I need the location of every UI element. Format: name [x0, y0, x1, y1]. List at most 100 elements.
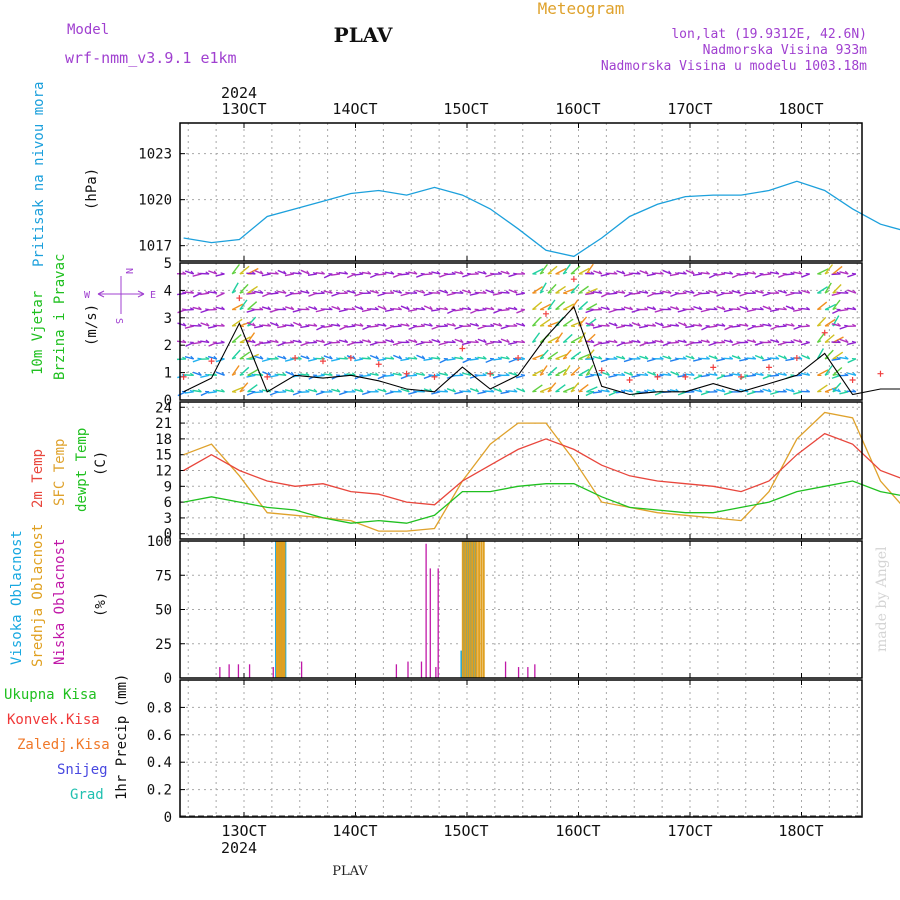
wind-arrow-mark: [315, 339, 325, 344]
wind-arrow-head: [621, 270, 626, 275]
gust-mark: [459, 345, 466, 352]
wind-arrow-head: [267, 323, 272, 327]
wind-arrow-head: [698, 323, 703, 327]
wind-arrow-head: [505, 372, 510, 376]
wind-arrow-mark: [215, 292, 225, 298]
wind-arrow-head: [652, 323, 657, 327]
model-elevation-label: Nadmorska Visina u modelu 1003.18m: [601, 59, 867, 74]
wind-arrow-mark: [300, 325, 310, 329]
wind-arrow-head: [578, 340, 583, 343]
product-title: Meteogram: [538, 0, 625, 18]
wind-arrow-head: [232, 341, 237, 344]
wind-arrow-head: [297, 373, 302, 376]
wind-arrow-head: [197, 388, 202, 393]
wind-arrow-head: [198, 306, 202, 311]
wind-arrow-mark: [615, 373, 625, 377]
wind-arrow-head: [282, 324, 287, 327]
wind-arrow-head: [652, 388, 657, 393]
model-name: wrf-nmm_v3.9.1 e1km: [65, 49, 237, 67]
wind-arrow-head: [570, 291, 575, 294]
wind-arrow-mark: [277, 373, 287, 377]
bottom-tick-label: 13OCT: [221, 822, 266, 840]
wind-arrow-mark: [392, 325, 402, 328]
wind-arrow-mark: [647, 292, 656, 298]
wind-arrow-mark: [192, 292, 202, 298]
wind-arrow-mark: [277, 269, 287, 275]
wind-arrow-head: [344, 271, 349, 275]
wind-arrow-head: [297, 271, 302, 275]
wind-arrow-head: [405, 322, 410, 327]
wind-arrow-mark: [354, 323, 364, 327]
wind-arrow-mark: [446, 358, 456, 361]
wind-arrow-mark: [315, 272, 325, 275]
wind-arrow-mark: [300, 355, 310, 360]
wind-arrow-mark: [778, 354, 787, 360]
wind-arrow-head: [790, 339, 795, 343]
wind-arrow-mark: [631, 340, 641, 344]
wind-arrow-head: [313, 306, 318, 310]
wind-arrow-head: [598, 355, 603, 360]
wind-arrow-mark: [800, 325, 810, 328]
wind-arrow-head: [521, 339, 526, 343]
wind-arrow-mark: [493, 387, 502, 393]
wind-arrow-mark: [578, 383, 589, 393]
wind-arrow-head: [817, 308, 822, 311]
wind-arrow-head: [521, 271, 526, 275]
y-tick-label: 25: [155, 637, 172, 653]
wind-arrow-mark: [832, 284, 842, 294]
wind-arrow-mark: [315, 391, 325, 396]
wind-arrow-mark: [785, 305, 795, 311]
pressure-unit: (hPa): [84, 168, 100, 210]
wind-arrow-mark: [339, 325, 348, 331]
wind-arrow-head: [775, 270, 780, 275]
wind-arrow-head: [221, 371, 225, 376]
wind-arrow-mark: [832, 265, 843, 275]
wind-arrow-head: [328, 372, 333, 376]
wind-arrow-mark: [384, 357, 394, 360]
wind-arrow-mark: [315, 374, 325, 378]
y-tick-label: 0: [164, 393, 172, 409]
wind-arrow-mark: [555, 285, 566, 294]
wind-arrow-head: [636, 356, 641, 360]
wind-arrow-head: [190, 355, 195, 360]
wind-arrow-head: [329, 355, 333, 360]
wind-arrow-mark: [547, 366, 558, 376]
wind-arrow-head: [613, 339, 618, 343]
wind-arrow-mark: [338, 339, 348, 344]
wind-arrow-mark: [654, 308, 664, 313]
wind-arrow-mark: [431, 308, 441, 312]
wind-arrow-head: [397, 389, 402, 393]
wind-arrow-mark: [284, 389, 294, 393]
wind-arrow-mark: [454, 271, 464, 275]
wind-arrow-head: [344, 356, 349, 360]
wind-arrow-mark: [585, 263, 594, 275]
wind-arrow-mark: [254, 269, 264, 275]
wind-arrow-mark: [585, 391, 595, 397]
wind-arrow-head: [851, 272, 857, 275]
wind-arrow-mark: [739, 292, 749, 297]
wind-arrow-mark: [746, 374, 756, 377]
wind-arrow-head: [344, 339, 349, 343]
wind-arrow-mark: [585, 374, 595, 379]
wind-arrow-head: [563, 271, 568, 275]
wind-arrow-mark: [562, 365, 571, 376]
wind-arrow-head: [182, 291, 187, 294]
wind-arrow-head: [182, 339, 187, 343]
wind-arrow-head: [220, 340, 225, 344]
wind-arrow-head: [539, 373, 545, 376]
wind-arrow-mark: [477, 356, 487, 360]
wind-arrow-head: [706, 271, 710, 275]
wind-arrow-mark: [777, 325, 787, 328]
wind-arrow-head: [320, 290, 325, 294]
dewpoint-line: [183, 480, 900, 524]
wind-arrow-mark: [469, 323, 479, 327]
wind-arrow-head: [359, 271, 364, 275]
wind-arrow-mark: [623, 273, 633, 277]
wind-arrow-mark: [239, 336, 251, 344]
wind-arrow-head: [231, 373, 237, 376]
wind-arrow-mark: [323, 273, 333, 279]
wind-arrow-mark: [439, 273, 449, 278]
gust-mark: [542, 310, 549, 317]
cloud-low-ylabel: Niska Oblacnost: [52, 539, 68, 665]
wind-arrow-head: [198, 371, 202, 376]
